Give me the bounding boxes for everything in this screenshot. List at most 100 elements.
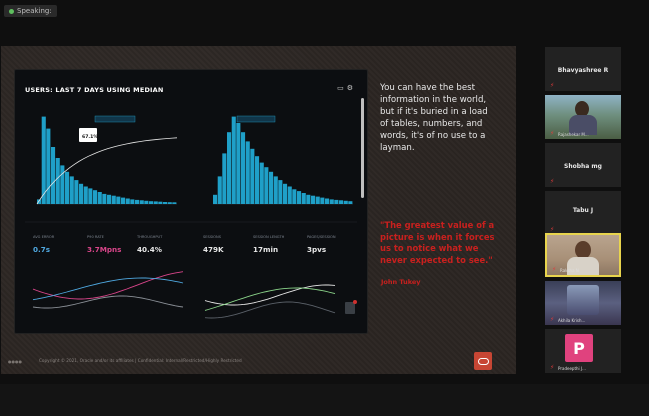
histogram-bar [83,186,88,204]
histogram-bar [55,158,60,204]
stat-value: 40.4% [137,245,162,254]
histogram-bar [222,153,227,204]
histogram-bar [311,195,316,204]
shared-screen-slide: USERS: LAST 7 DAYS USING MEDIAN ▭ ⚙ 67.1… [1,46,516,374]
mic-muted-icon: ⚡ [552,266,557,273]
tukey-quote: "The greatest value of a picture is when… [380,220,495,265]
screen-icon: ▭ [337,84,344,92]
histogram-bar [172,202,177,204]
histogram-bar [306,194,311,204]
histogram-bar [231,116,236,204]
histogram-bar [51,147,56,204]
histogram-bar [213,194,218,204]
histogram-bar [339,200,344,204]
histogram-bar [264,167,269,204]
histogram-bar [301,193,306,204]
stat-label: P90 RATE [87,235,105,239]
histogram-bar [97,192,102,204]
histogram-bar [348,201,353,204]
stat-label: PAGES/SESSION [307,235,336,239]
histogram-bar [287,186,292,204]
lower-panels: AVG ERROR 0.7s P90 RATE 3.7Mpns THROUGHPUT 40… [25,221,357,319]
histogram-bar [121,197,126,204]
stat-value: 3pvs [307,245,326,254]
participant-name: Shobha mg [564,163,602,170]
histogram-bar [245,141,250,204]
mic-muted-icon: ⚡ [550,178,555,185]
histogram-bar [88,188,93,204]
dashboard-title: USERS: LAST 7 DAYS USING MEDIAN [25,86,164,94]
histogram-right [213,115,353,205]
histogram-bar [334,199,339,204]
participant-tile[interactable]: Tabu J ⚡ [545,191,621,235]
mic-muted-icon: ⚡ [550,130,555,137]
gear-icon: ⚙ [346,84,353,92]
participant-name: Tabu J [572,207,594,214]
tooltip-value: 67.1% [82,134,98,140]
histogram-bar [79,183,84,204]
mic-muted-icon: ⚡ [550,364,555,371]
histogram-bar [125,198,130,204]
histogram-bar [149,201,154,204]
histogram-bar [41,116,46,204]
stat-label: AVG ERROR [33,235,55,239]
participant-video-tile[interactable]: ⚡ Akhila Krish... [545,281,621,325]
histogram-bar [343,200,348,204]
participant-name: Bhavyashree R [557,67,609,74]
histogram-bar [158,201,163,204]
slide-footer: Copyright © 2021, Oracle and/or its affi… [39,358,242,363]
histogram-bar [37,199,42,204]
histogram-bar [116,196,121,204]
histogram-bar [102,193,107,204]
histogram-bar [163,202,168,204]
histogram-bar [269,171,274,204]
histogram-bar [283,183,288,204]
footer-page-dots: ●●●● [8,359,22,364]
histogram-left: 67.1% [36,115,178,205]
histogram-bar [69,176,74,204]
participant-tile[interactable]: P ⚡ Pradeepthi J... [545,329,621,373]
avatar: P [565,334,593,362]
histogram-bar [227,132,232,204]
quote-author: John Tukey [381,278,421,286]
histogram-bar [259,162,264,204]
active-speaker-tile[interactable]: ⚡ Raksha N [545,233,621,277]
meeting-toolbar-area [0,384,649,416]
participant-tile[interactable]: Bhavyashree R ⚡ [545,47,621,91]
histogram-bar [144,200,149,204]
histogram-bar [292,189,297,204]
dashboard-scrollbar [361,98,364,198]
histogram-bar [74,180,79,204]
speaking-label: Speaking: [17,7,52,15]
histogram-bar [65,171,70,204]
mic-muted-icon: ⚡ [550,226,555,233]
stat-value: 17min [253,245,278,254]
participant-tile[interactable]: Shobha mg ⚡ [545,143,621,187]
histogram-bar [255,156,260,204]
participant-video-tile[interactable]: ⚡ Rajashekar M... [545,95,621,139]
participant-label: Rajashekar M... [558,132,589,137]
speaking-dot-icon [9,8,14,14]
dashboard-image: USERS: LAST 7 DAYS USING MEDIAN ▭ ⚙ 67.1… [14,69,368,334]
histogram-bar [46,128,51,204]
histogram-bar [241,132,246,204]
histogram-bar [236,123,241,204]
histogram-bar [135,199,140,204]
mic-muted-icon: ⚡ [550,316,555,323]
histogram-bar [250,148,255,204]
histogram-bar [325,198,330,204]
stat-value: 3.7Mpns [87,245,121,254]
quote-text: You can have the best information in the… [380,83,488,153]
stat-value: 479K [203,245,224,254]
histogram-bar [278,180,283,204]
histogram-bar [139,200,144,204]
participant-panel: Bhavyashree R ⚡ ⚡ Rajashekar M... Shobha… [545,47,621,379]
histogram-bar [167,202,172,204]
stat-label: THROUGHPUT [136,235,163,239]
dashboard-charts: 67.1% AVG ERROR 0.7s P90 RATE 3.7Mpns THROUG… [25,115,357,319]
histogram-bar [130,199,135,204]
histogram-bar [153,201,158,204]
histogram-bar [60,165,65,204]
speaking-indicator: Speaking: [4,5,57,17]
histogram-bar [273,176,278,204]
